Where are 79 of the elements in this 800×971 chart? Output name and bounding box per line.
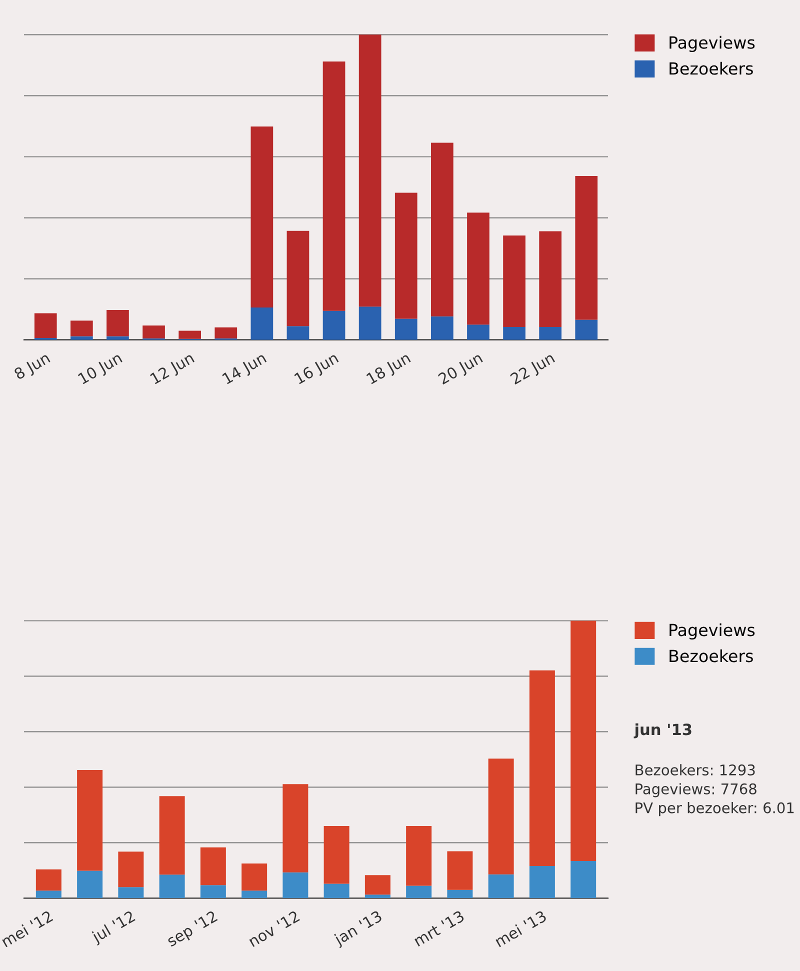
x-tick-label: mei '13 (494, 910, 548, 948)
bar (447, 851, 473, 890)
legend-label: Bezoekers (670, 649, 753, 662)
x-tick-label: 22 Jun (510, 352, 557, 388)
bar (282, 872, 308, 898)
bar (200, 847, 226, 886)
bar (286, 230, 310, 326)
bar (394, 318, 418, 340)
bar (36, 869, 62, 891)
bar (364, 894, 390, 898)
bar (503, 235, 526, 328)
text: jun '13 (634, 723, 692, 738)
bar (406, 886, 432, 898)
x-tick-label: mei '12 (0, 910, 54, 948)
text: Bezoekers: 1293 (636, 764, 755, 776)
x-tick-label: sep '12 (166, 910, 220, 950)
x-tick-label: nov '12 (248, 910, 300, 948)
bar (570, 620, 596, 861)
bar (77, 770, 103, 871)
bar (242, 890, 268, 898)
bar (322, 310, 346, 340)
bar (324, 826, 350, 884)
bar (70, 320, 93, 336)
bar (539, 231, 562, 328)
x-tick-label: 16 Jun (294, 352, 340, 387)
bar (159, 874, 185, 898)
bar (118, 887, 144, 898)
x-tick-label: 10 Jun (78, 352, 124, 387)
bar (358, 306, 382, 340)
bar (488, 874, 514, 898)
bar (142, 326, 165, 338)
x-tick-label: 12 Jun (150, 352, 196, 387)
bar (406, 826, 432, 886)
bar (394, 192, 418, 319)
bar (431, 316, 454, 340)
bar (358, 34, 382, 307)
bar (36, 890, 62, 898)
x-tick-label: 18 Jun (366, 352, 412, 387)
x-tick-label: 8 Jun (13, 352, 52, 382)
legend-label: Pageviews (670, 623, 755, 640)
bar (447, 890, 473, 898)
x-tick-label: 20 Jun (438, 352, 484, 388)
bar (70, 336, 93, 340)
text: Pageviews: 7768 (636, 783, 756, 798)
bar (34, 313, 57, 338)
legend-label: Pageviews (670, 36, 755, 52)
bar (322, 62, 346, 311)
bar (242, 863, 268, 891)
bar (200, 885, 226, 898)
bar (324, 884, 350, 898)
bar (106, 310, 129, 336)
bar (106, 336, 129, 340)
bar (250, 308, 274, 340)
bar (539, 327, 562, 340)
x-tick-label: mrt '13 (413, 910, 465, 947)
bar (118, 852, 144, 888)
bar (467, 212, 490, 325)
legend-label: Bezoekers (670, 62, 753, 75)
bar (364, 875, 390, 895)
bar (431, 142, 454, 316)
bar (575, 176, 598, 320)
bar (178, 330, 201, 339)
bar (488, 758, 514, 874)
x-tick-label: jul '12 (90, 910, 137, 946)
bar (250, 126, 274, 308)
bar (529, 866, 555, 898)
bar (282, 784, 308, 872)
x-tick-label: jan '13 (332, 910, 384, 948)
bar (77, 870, 103, 898)
bar (570, 861, 596, 898)
bar (159, 796, 185, 875)
bar (214, 327, 238, 338)
bar (286, 326, 310, 340)
bar (575, 320, 598, 340)
text: PV per bezoeker: 6.01 (636, 802, 794, 816)
x-tick-label: 14 Jun (222, 352, 268, 387)
bar (503, 327, 526, 340)
bar (529, 670, 555, 866)
bar (467, 324, 490, 340)
